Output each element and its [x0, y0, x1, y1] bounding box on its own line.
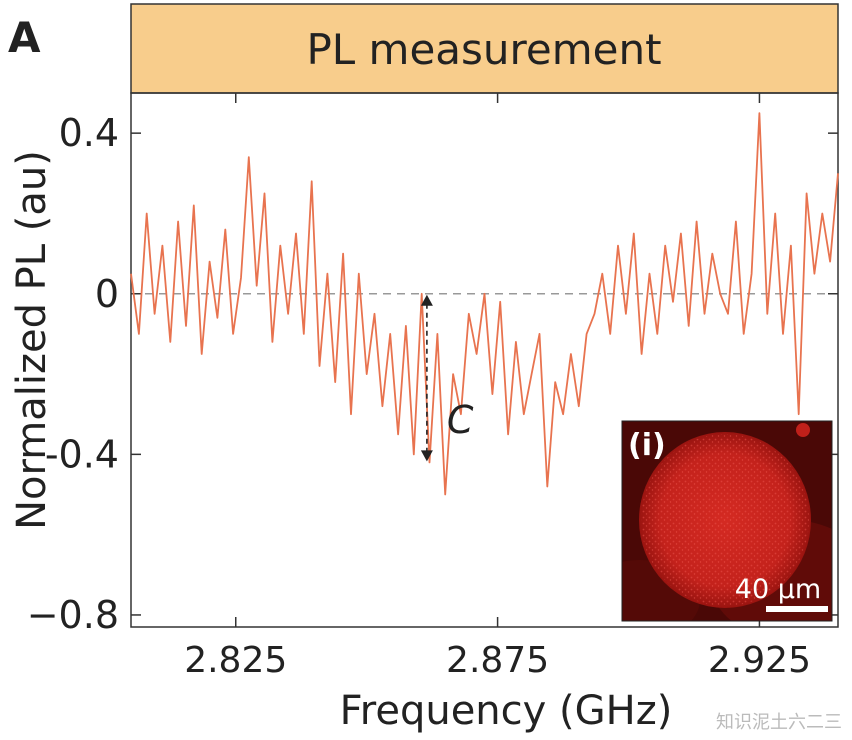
plot-frame [130, 92, 839, 628]
annotation-arrowhead-up [420, 294, 433, 306]
watermark: 知识泥土六二三 [716, 712, 842, 733]
y-axis-title: Normalized PL (au) [9, 150, 55, 530]
y-tick-label: -0.4 [45, 432, 119, 476]
series-line-pl [130, 112, 839, 496]
scale-bar-label: 40 μm [735, 574, 821, 605]
annotation-label: C [447, 398, 474, 442]
x-tick-label: 2.875 [446, 640, 549, 681]
x-axis-ticks: 2.825 2.875 2.925 [184, 93, 811, 681]
y-tick-label: 0 [95, 272, 119, 316]
annotation-arrowhead-down [420, 450, 433, 462]
scale-bar [766, 606, 828, 612]
y-axis-ticks: 0.4 0 -0.4 −0.8 [27, 111, 838, 637]
x-tick-label: 2.825 [184, 640, 287, 681]
contrast-annotation: C [420, 294, 474, 462]
banner-background [130, 3, 839, 94]
panel-label: A [8, 13, 41, 62]
x-axis-title: Frequency (GHz) [340, 688, 673, 734]
inset-micrograph [622, 421, 832, 621]
y-tick-label: −0.8 [27, 593, 119, 637]
y-tick-label: 0.4 [59, 111, 119, 155]
inset-label: (i) [628, 428, 666, 463]
banner-title: PL measurement [306, 25, 661, 74]
x-tick-label: 2.925 [708, 640, 811, 681]
